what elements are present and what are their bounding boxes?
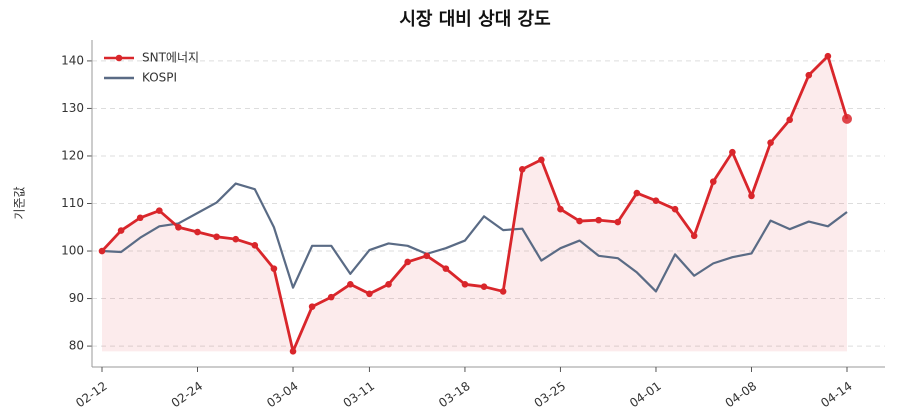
x-tick-label: 03-04: [264, 379, 301, 410]
marker: [289, 348, 297, 355]
marker: [423, 252, 431, 260]
marker: [518, 165, 526, 173]
y-tick-label: 120: [61, 148, 84, 162]
marker: [842, 113, 852, 124]
marker: [767, 139, 774, 146]
y-axis-label: 기준값: [13, 186, 27, 219]
marker: [499, 288, 507, 295]
marker: [385, 280, 392, 288]
marker: [175, 223, 182, 231]
marker: [117, 227, 125, 234]
area: [102, 56, 847, 352]
line: [100, 54, 849, 353]
marker: [347, 280, 354, 288]
y-tick-label: 100: [61, 244, 84, 258]
x-tick-label: 03-25: [532, 379, 569, 410]
y-tick-label: 140: [61, 53, 84, 67]
marker: [633, 189, 641, 197]
marker: [98, 247, 106, 255]
marker: [671, 205, 679, 213]
marker: [709, 178, 717, 185]
y-tick-label: 110: [61, 196, 84, 210]
legend-label: KOSPI: [142, 71, 177, 85]
marker: [595, 216, 602, 224]
marker: [824, 52, 832, 60]
marker: [327, 293, 335, 301]
marker: [136, 214, 144, 222]
x-tick-label: 04-14: [818, 379, 855, 410]
marker: [690, 232, 698, 240]
line: [101, 182, 848, 293]
marker: [748, 192, 755, 200]
marker: [614, 218, 622, 226]
marker: [213, 233, 220, 241]
x-tick-label: 04-01: [627, 379, 664, 410]
x-tick-label: 03-18: [436, 379, 473, 410]
marker: [729, 148, 736, 156]
marker: [404, 258, 411, 266]
marker: [308, 303, 316, 310]
marker: [442, 265, 450, 272]
marker: [156, 207, 163, 214]
marker: [538, 156, 545, 164]
marker: [194, 228, 201, 236]
marker: [461, 280, 469, 288]
marker: [786, 116, 793, 124]
y-tick-label: 130: [61, 101, 84, 115]
marker: [480, 283, 488, 290]
chart-title: 시장 대비 상대 강도: [399, 9, 550, 30]
x-tick-label: 04-08: [723, 379, 760, 410]
legend-marker: [115, 54, 123, 62]
marker: [366, 290, 373, 298]
x-tick-label: 02-24: [169, 379, 206, 410]
y-tick-label: 80: [69, 339, 84, 353]
marker: [232, 235, 240, 243]
x-tick-label: 03-11: [341, 379, 378, 410]
y-tick-label: 90: [69, 291, 84, 305]
legend-label: SNT에너지: [142, 51, 199, 65]
marker: [557, 205, 564, 213]
marker: [270, 265, 278, 272]
x-tick-label: 02-12: [73, 379, 110, 410]
marker: [251, 242, 259, 249]
marker: [652, 197, 660, 204]
marker: [805, 71, 813, 79]
marker: [576, 217, 583, 225]
